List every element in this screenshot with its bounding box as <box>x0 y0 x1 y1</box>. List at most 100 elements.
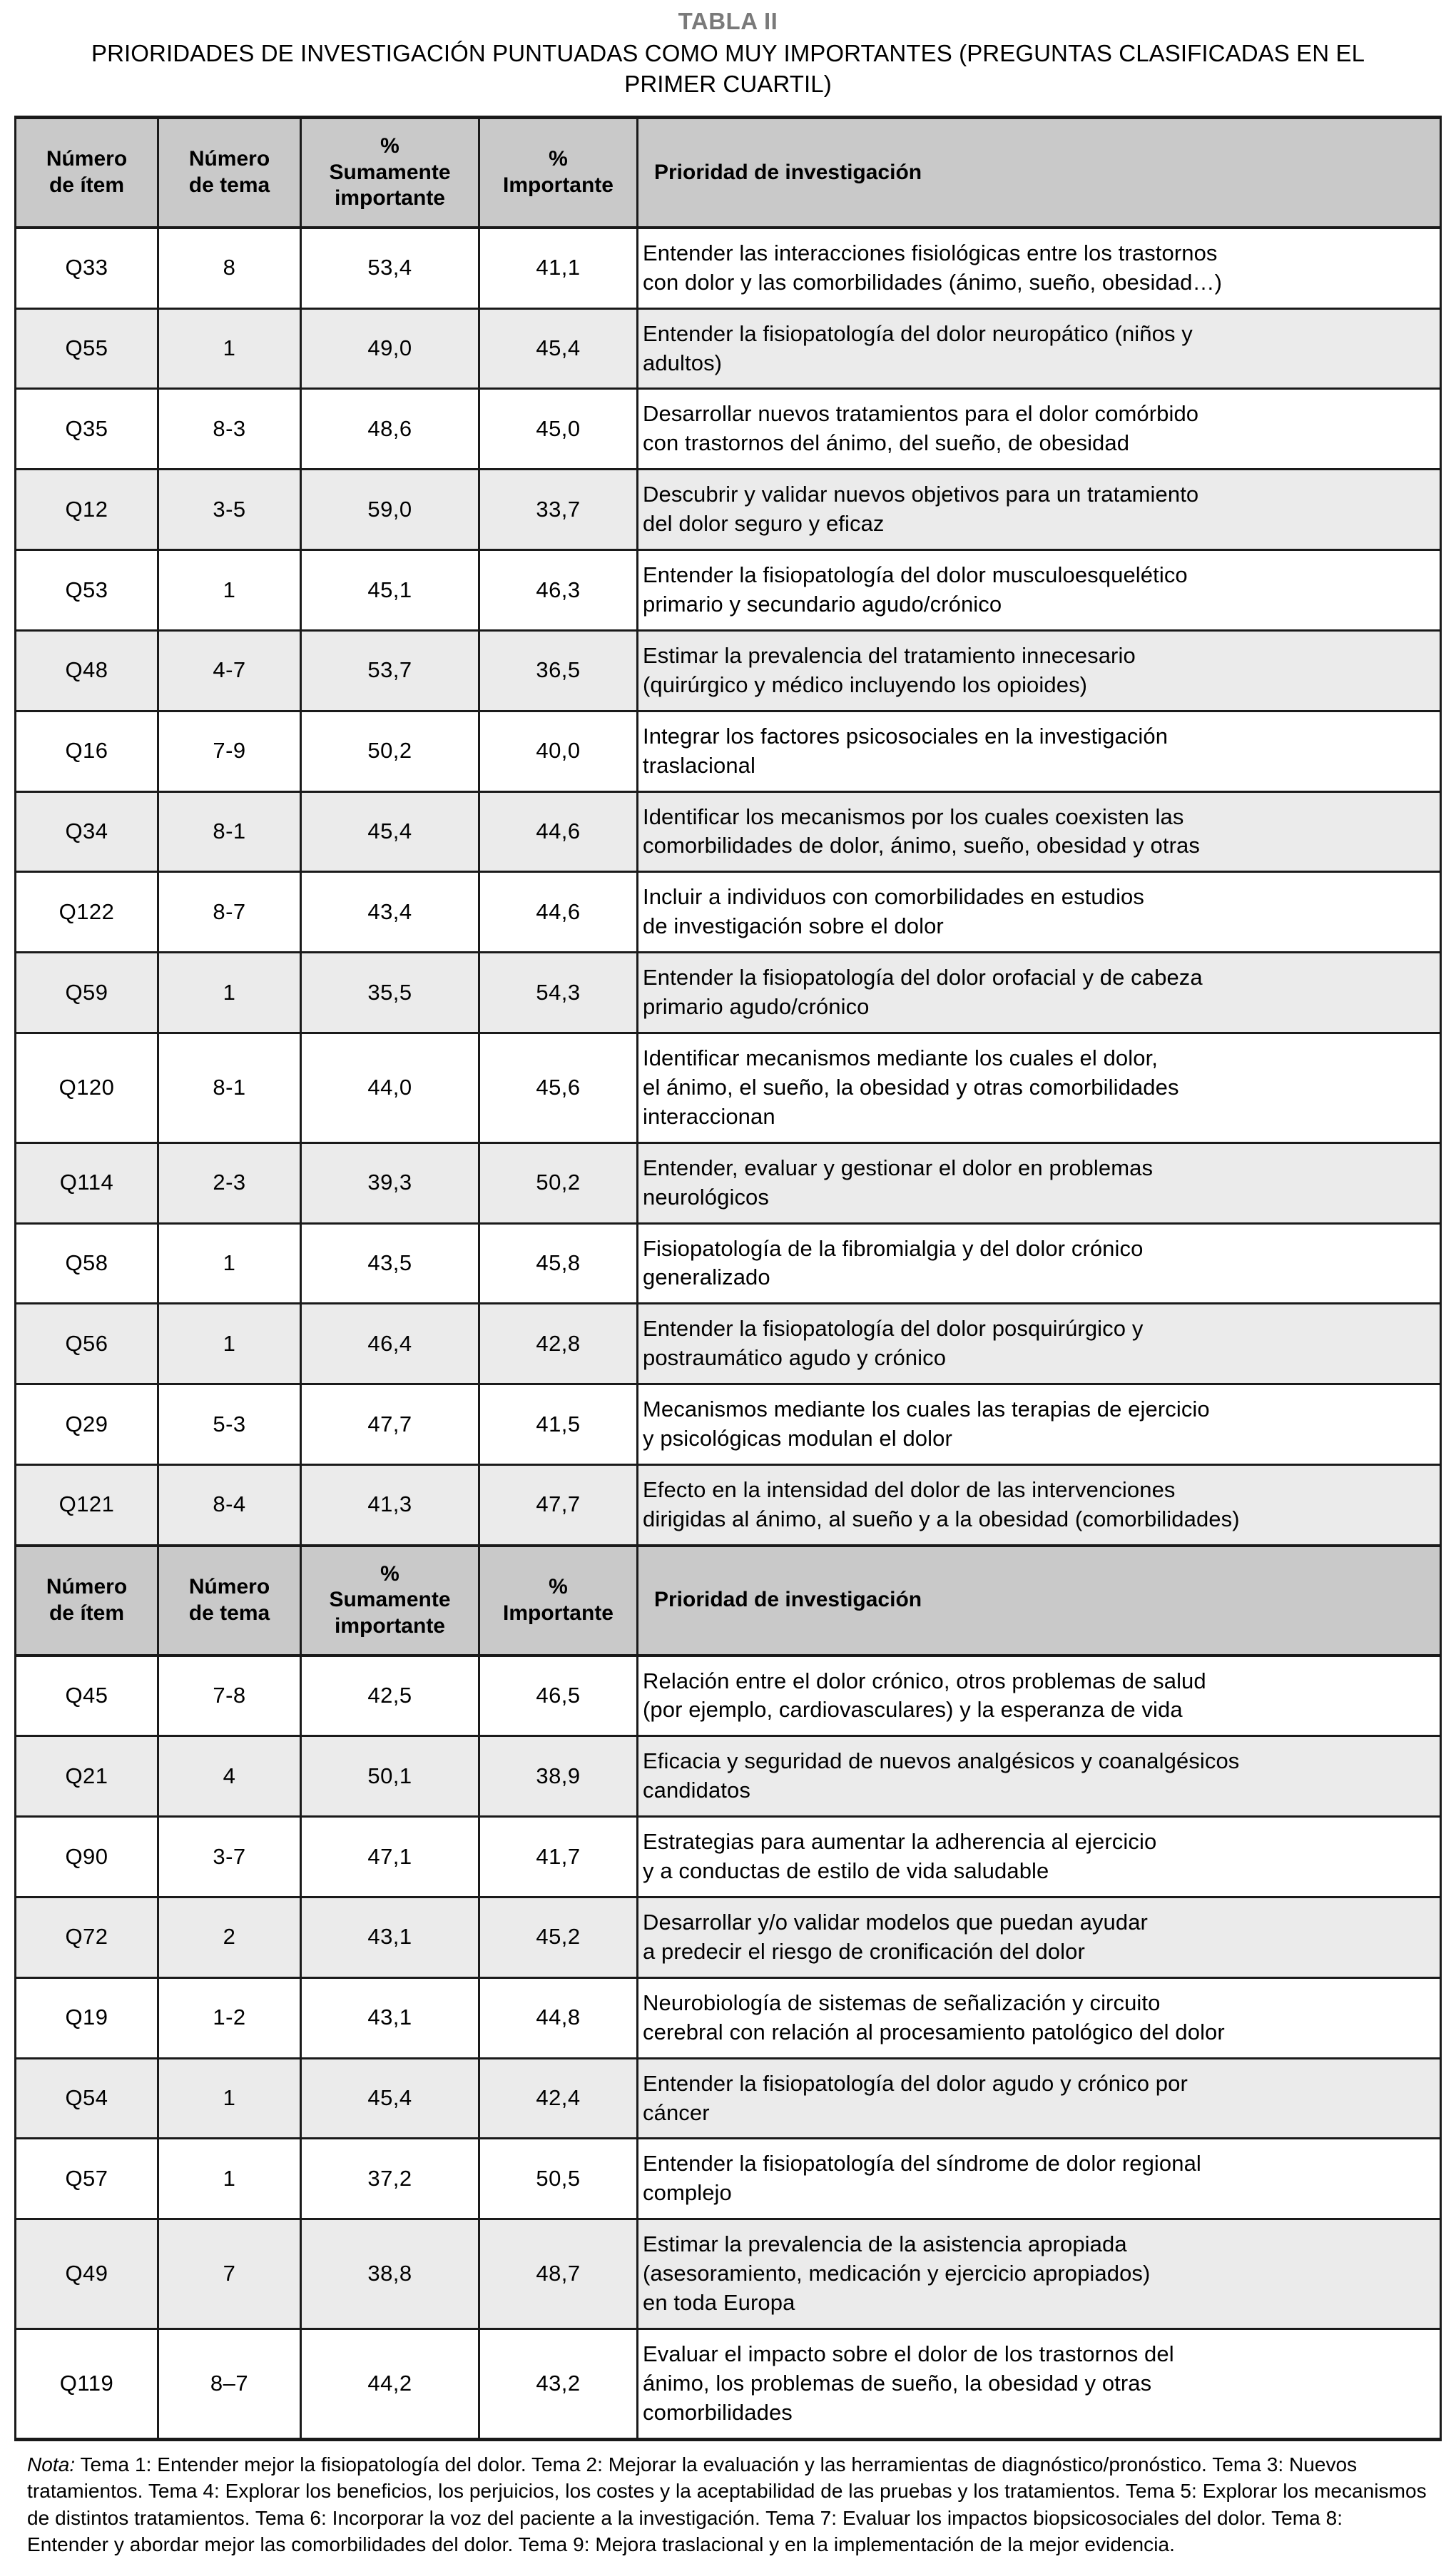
cell-priority: Mecanismos mediante los cuales las terap… <box>636 1383 1442 1466</box>
cell-theme-number: 1-2 <box>157 1976 302 2059</box>
cell-item-number: Q16 <box>14 709 159 793</box>
cell-important: 45,4 <box>478 307 638 390</box>
cell-important: 45,8 <box>478 1222 638 1305</box>
table-row: Q72 2 43,1 45,2 Desarrollar y/o validar mode… <box>14 1895 1442 1979</box>
cell-extremely-important: 45,4 <box>300 2057 480 2140</box>
column-header-theme-number: Número de tema <box>157 1544 302 1657</box>
cell-theme-number: 1 <box>157 307 302 390</box>
cell-theme-number: 1 <box>157 951 302 1034</box>
table-row: Q16 7-9 50,2 40,0 Integrar los factores psic… <box>14 709 1442 793</box>
table-row: Q29 5-3 47,7 41,5 Mecanismos mediante los cu… <box>14 1383 1442 1466</box>
cell-extremely-important: 49,0 <box>300 307 480 390</box>
cell-item-number: Q53 <box>14 549 159 632</box>
cell-important: 47,7 <box>478 1463 638 1547</box>
cell-priority: Eficacia y seguridad de nuevos analgésic… <box>636 1735 1442 1818</box>
cell-extremely-important: 35,5 <box>300 951 480 1034</box>
table-row: Q55 1 49,0 45,4 Entender la fisiopatología d… <box>14 307 1442 390</box>
cell-extremely-important: 37,2 <box>300 2137 480 2221</box>
footnote-label: Nota: <box>27 2453 76 2476</box>
cell-item-number: Q29 <box>14 1383 159 1466</box>
cell-extremely-important: 59,0 <box>300 468 480 552</box>
table-number: TABLA II <box>678 8 778 34</box>
cell-priority: Identificar los mecanismos por los cuale… <box>636 790 1442 873</box>
cell-important: 45,6 <box>478 1031 638 1144</box>
cell-important: 41,7 <box>478 1815 638 1898</box>
cell-item-number: Q12 <box>14 468 159 552</box>
cell-extremely-important: 50,1 <box>300 1735 480 1818</box>
column-header-important: % Importante <box>478 116 638 229</box>
cell-theme-number: 4-7 <box>157 629 302 712</box>
cell-important: 42,4 <box>478 2057 638 2140</box>
cell-theme-number: 4 <box>157 1735 302 1818</box>
cell-item-number: Q114 <box>14 1141 159 1225</box>
cell-priority: Entender la fisiopatología del dolor mus… <box>636 549 1442 632</box>
cell-extremely-important: 44,0 <box>300 1031 480 1144</box>
cell-theme-number: 8 <box>157 226 302 310</box>
cell-important: 44,6 <box>478 790 638 873</box>
cell-item-number: Q21 <box>14 1735 159 1818</box>
cell-item-number: Q121 <box>14 1463 159 1547</box>
column-header-important: % Importante <box>478 1544 638 1657</box>
cell-priority: Neurobiología de sistemas de señalizació… <box>636 1976 1442 2059</box>
cell-priority: Descubrir y validar nuevos objetivos par… <box>636 468 1442 552</box>
column-header-priority: Prioridad de investigación <box>636 116 1442 229</box>
cell-item-number: Q90 <box>14 1815 159 1898</box>
cell-item-number: Q59 <box>14 951 159 1034</box>
cell-important: 33,7 <box>478 468 638 552</box>
table-row: Q19 1-2 43,1 44,8 Neurobiología de sistemas … <box>14 1976 1442 2059</box>
table-row: Q33 8 53,4 41,1 Entender las interacciones f… <box>14 226 1442 310</box>
cell-priority: Entender la fisiopatología del dolor pos… <box>636 1302 1442 1386</box>
cell-item-number: Q120 <box>14 1031 159 1144</box>
cell-extremely-important: 41,3 <box>300 1463 480 1547</box>
cell-extremely-important: 45,1 <box>300 549 480 632</box>
cell-extremely-important: 47,7 <box>300 1383 480 1466</box>
cell-important: 41,1 <box>478 226 638 310</box>
cell-theme-number: 1 <box>157 2137 302 2221</box>
table-row: Q119 8–7 44,2 43,2 Evaluar el impacto sobre … <box>14 2327 1442 2441</box>
cell-item-number: Q57 <box>14 2137 159 2221</box>
cell-important: 46,5 <box>478 1654 638 1738</box>
cell-item-number: Q48 <box>14 629 159 712</box>
cell-priority: Entender la fisiopatología del síndrome … <box>636 2137 1442 2221</box>
cell-theme-number: 1 <box>157 1222 302 1305</box>
table-row: Q59 1 35,5 54,3 Entender la fisiopatología d… <box>14 951 1442 1034</box>
table-row: Q57 1 37,2 50,5 Entender la fisiopatología d… <box>14 2137 1442 2221</box>
cell-theme-number: 8-4 <box>157 1463 302 1547</box>
cell-important: 54,3 <box>478 951 638 1034</box>
column-header-priority: Prioridad de investigación <box>636 1544 1442 1657</box>
cell-theme-number: 8-1 <box>157 790 302 873</box>
column-header-extremely-important: % Sumamente importante <box>300 116 480 229</box>
cell-item-number: Q56 <box>14 1302 159 1386</box>
cell-item-number: Q49 <box>14 2218 159 2330</box>
cell-priority: Estimar la prevalencia de la asistencia … <box>636 2218 1442 2330</box>
cell-extremely-important: 42,5 <box>300 1654 480 1738</box>
cell-important: 40,0 <box>478 709 638 793</box>
table-row: Q122 8-7 43,4 44,6 Incluir a individuos con … <box>14 871 1442 954</box>
cell-extremely-important: 38,8 <box>300 2218 480 2330</box>
cell-priority: Integrar los factores psicosociales en l… <box>636 709 1442 793</box>
cell-priority: Fisiopatología de la fibromialgia y del … <box>636 1222 1442 1305</box>
cell-item-number: Q35 <box>14 387 159 471</box>
cell-theme-number: 5-3 <box>157 1383 302 1466</box>
cell-important: 50,2 <box>478 1141 638 1225</box>
cell-theme-number: 3-7 <box>157 1815 302 1898</box>
table-row: Q58 1 43,5 45,8 Fisiopatología de la fibromi… <box>14 1222 1442 1305</box>
table-row: Q49 7 38,8 48,7 Estimar la prevalencia de la… <box>14 2218 1442 2330</box>
table-row: Q21 4 50,1 38,9 Eficacia y seguridad de nuev… <box>14 1735 1442 1818</box>
table-row: Q35 8-3 48,6 45,0 Desarrollar nuevos tratami… <box>14 387 1442 471</box>
cell-priority: Estimar la prevalencia del tratamiento i… <box>636 629 1442 712</box>
cell-theme-number: 8-7 <box>157 871 302 954</box>
table-row: Q121 8-4 41,3 47,7 Efecto en la intensidad d… <box>14 1463 1442 1547</box>
table-row: Q114 2-3 39,3 50,2 Entender, evaluar y gesti… <box>14 1141 1442 1225</box>
cell-theme-number: 8-1 <box>157 1031 302 1144</box>
table-footnote: Nota: Tema 1: Entender mejor la fisiopat… <box>14 2451 1442 2558</box>
cell-theme-number: 7-9 <box>157 709 302 793</box>
table-row: Q90 3-7 47,1 41,7 Estrategias para aumentar … <box>14 1815 1442 1898</box>
cell-priority: Estrategias para aumentar la adherencia … <box>636 1815 1442 1898</box>
cell-item-number: Q19 <box>14 1976 159 2059</box>
cell-extremely-important: 47,1 <box>300 1815 480 1898</box>
cell-priority: Desarrollar nuevos tratamientos para el … <box>636 387 1442 471</box>
cell-theme-number: 3-5 <box>157 468 302 552</box>
cell-priority: Desarrollar y/o validar modelos que pued… <box>636 1895 1442 1979</box>
cell-theme-number: 2-3 <box>157 1141 302 1225</box>
